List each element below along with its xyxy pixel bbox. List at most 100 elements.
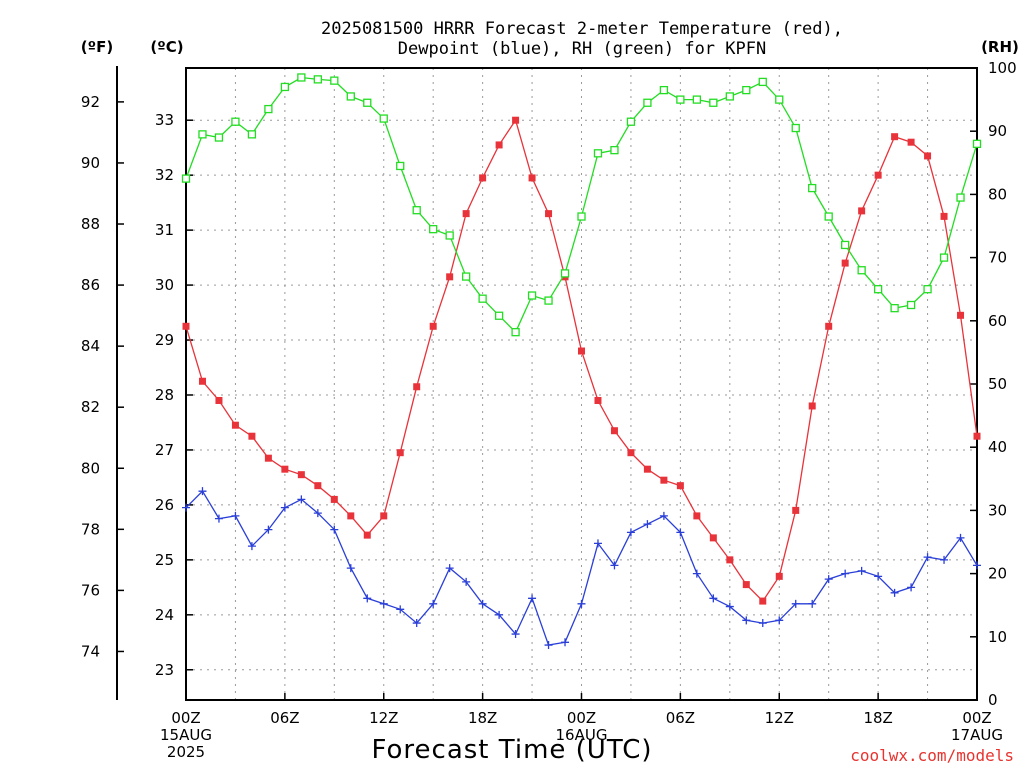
dewpoint-point [495,610,504,619]
celsius-tick-label: 28 [155,386,174,404]
dewpoint-point [890,588,899,597]
rh-point [527,291,537,300]
rh-point [247,130,257,139]
rh-point [808,183,817,193]
fahrenheit-tick-label: 92 [81,93,100,111]
temperature-point [825,322,833,330]
rh-point [560,269,570,278]
temperature-point [693,512,701,520]
temperature-point [676,482,684,490]
fahrenheit-tick-label: 74 [81,642,100,660]
dewpoint-point [709,594,718,603]
rh-tick-label: 50 [988,375,1007,393]
temperature-point [495,141,503,149]
dewpoint-point [758,619,767,628]
rh-tick-label: 10 [988,628,1007,646]
temperature-point [264,454,272,462]
temperature-point [363,531,371,539]
rh-point [923,285,932,294]
temperature-point [330,495,338,503]
temperature-point [594,396,602,404]
x-tick-label: 2025 [167,743,205,761]
rh-tick-label: 20 [988,565,1007,583]
rh-point [956,193,965,202]
fahrenheit-tick-label: 88 [81,215,100,233]
temperature-point [627,449,635,457]
rh-tick-label: 80 [988,185,1007,203]
x-tick-label: 16AUG [556,726,608,744]
temperature-point [874,171,882,179]
dewpoint-point [346,564,355,573]
rh-point [659,85,669,95]
temperature-point [858,207,866,215]
temperature-point [973,432,981,440]
dewpoint-point [643,520,652,529]
rh-point [577,212,586,221]
dewpoint-point [429,599,438,608]
dewpoint-point [940,555,949,564]
temperature-point [347,512,355,520]
celsius-tick-label: 25 [155,551,174,569]
dewpoint-point [511,630,520,639]
temperature-point [940,212,948,220]
x-tick-label: 15AUG [160,726,212,744]
temperature-point [792,506,800,514]
rh-point [478,294,487,303]
dewpoint-point [725,602,734,611]
fahrenheit-tick-label: 78 [81,520,100,538]
x-tick-label: 18Z [863,709,892,727]
temperature-point [231,421,239,429]
rh-tick-label: 90 [988,122,1007,140]
dewpoint-point [742,616,751,625]
dewpoint-point [956,533,965,542]
dewpoint-point [544,641,553,650]
dewpoint-point [610,561,619,570]
fahrenheit-unit-label: (ºF) [81,38,113,56]
fahrenheit-tick-label: 76 [81,581,100,599]
fahrenheit-tick-label: 82 [81,398,100,416]
dewpoint-point [247,542,256,551]
rh-point [676,95,685,104]
temperature-point [396,449,404,457]
temperature-point [709,534,717,542]
fahrenheit-tick-label: 86 [81,276,100,294]
rh-point [758,77,767,87]
rh-point [692,95,702,104]
dewpoint-point [445,564,454,573]
data-series [181,73,982,650]
rh-point [412,206,421,215]
temperature-point [660,476,668,484]
temperature-point [198,377,206,385]
rh-tick-label: 100 [988,59,1017,77]
dewpoint-point [593,539,602,548]
temperature-point [610,427,618,435]
celsius-unit-label: (ºC) [150,38,183,56]
dewpoint-point [775,616,784,625]
temperature-point [182,322,190,330]
x-tick-label: 17AUG [951,726,1003,744]
dewpoint-point [231,511,240,520]
dewpoint-point [676,528,685,537]
dewpoint-point [824,575,833,584]
rh-point [461,272,471,281]
rh-unit-label: (RH) [981,38,1019,56]
temperature-point [742,581,750,589]
temperature-point [726,556,734,564]
celsius-tick-label: 29 [155,331,174,349]
rh-point [198,130,207,139]
dewpoint-point [808,599,817,608]
rh-point [791,123,800,133]
axes: 74 76 78 80 82 84 86 88 90 92 23 24 25 26 27 28 29 30 31 32… [81,59,1017,709]
celsius-tick-label: 26 [155,496,174,514]
dewpoint-point [923,553,932,562]
rh-point [181,174,191,183]
celsius-tick-label: 24 [155,606,174,624]
x-tick-label: 06Z [270,709,299,727]
rh-point [857,266,866,275]
temperature-line [185,118,978,603]
dewpoint-point [214,514,223,523]
rh-point [231,117,240,126]
dewpoint-point [379,599,388,608]
celsius-tick-label: 32 [155,166,174,184]
dewpoint-point [396,605,405,614]
